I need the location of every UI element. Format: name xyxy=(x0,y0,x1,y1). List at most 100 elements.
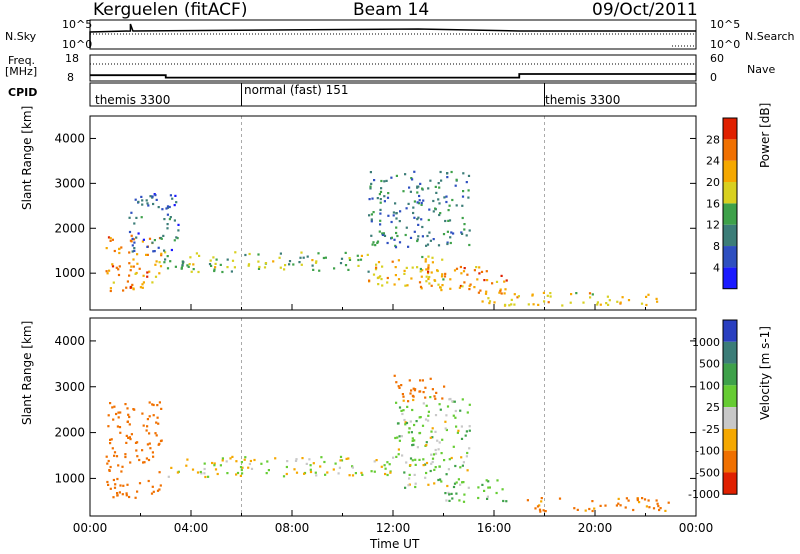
data-cell xyxy=(457,478,460,481)
data-cell xyxy=(121,493,124,496)
data-cell xyxy=(156,416,159,419)
data-cell xyxy=(351,474,355,477)
data-cell xyxy=(599,504,602,507)
data-cell xyxy=(128,415,131,419)
data-cell xyxy=(204,475,207,479)
data-cell xyxy=(323,460,326,464)
data-cell xyxy=(441,397,444,400)
data-cell xyxy=(286,460,289,463)
cpid-segment-label: normal (fast) 151 xyxy=(244,83,349,97)
data-cell xyxy=(158,401,161,404)
data-cell xyxy=(421,379,424,382)
data-cell xyxy=(379,208,382,211)
data-cell xyxy=(148,270,151,273)
x-tick-label: 16:00 xyxy=(477,521,512,535)
data-cell xyxy=(370,220,373,223)
data-cell xyxy=(542,509,545,512)
data-cell xyxy=(367,270,370,273)
data-cell xyxy=(448,458,451,461)
data-cell xyxy=(379,219,382,222)
data-cell xyxy=(300,251,303,254)
data-cell xyxy=(141,203,144,206)
data-cell xyxy=(148,401,151,404)
data-cell xyxy=(465,430,468,433)
data-cell xyxy=(146,253,149,256)
colorbar-tick-label: 25 xyxy=(706,401,720,414)
data-cell xyxy=(107,459,110,463)
data-cell xyxy=(265,472,268,475)
data-cell xyxy=(426,243,430,246)
data-cell xyxy=(462,461,465,464)
y-tick-label: 3000 xyxy=(54,176,85,190)
data-cell xyxy=(311,259,314,262)
date-title: 09/Oct/2011 xyxy=(592,0,698,20)
data-cell xyxy=(409,236,413,239)
data-cell xyxy=(168,218,171,221)
data-cell xyxy=(113,454,116,457)
data-cell xyxy=(146,245,149,248)
data-cell xyxy=(324,256,327,259)
data-cell xyxy=(166,223,169,226)
data-cell xyxy=(146,271,149,274)
data-cell xyxy=(430,430,433,433)
data-cell xyxy=(534,507,537,510)
data-cell xyxy=(295,458,298,461)
data-cell xyxy=(381,233,384,236)
data-cell xyxy=(109,402,112,405)
data-cell xyxy=(647,293,650,296)
data-cell xyxy=(107,414,110,417)
data-cell xyxy=(444,219,447,223)
data-cell xyxy=(225,460,228,463)
data-cell xyxy=(389,470,392,473)
data-cell xyxy=(380,187,383,190)
data-cell xyxy=(427,414,430,417)
data-cell xyxy=(160,237,163,240)
data-cell xyxy=(441,258,444,261)
data-cell xyxy=(608,299,611,302)
data-cell xyxy=(425,471,428,475)
data-cell xyxy=(412,398,415,402)
data-cell xyxy=(203,462,206,465)
colorbar-tick-label: 500 xyxy=(699,358,720,371)
data-cell xyxy=(405,461,408,464)
data-cell xyxy=(165,207,168,210)
data-cell xyxy=(173,219,176,222)
data-cell xyxy=(569,301,572,304)
data-cell xyxy=(369,185,372,188)
data-cell xyxy=(427,277,430,281)
colorbar-swatch xyxy=(723,450,737,473)
colorbar-tick-label: 1000 xyxy=(692,336,720,349)
data-cell xyxy=(136,455,139,458)
data-cell xyxy=(111,447,114,450)
data-cell xyxy=(468,425,471,428)
data-cell xyxy=(425,404,428,407)
data-cell xyxy=(450,170,453,174)
data-cell xyxy=(379,223,382,226)
data-cell xyxy=(462,190,465,193)
data-cell xyxy=(573,507,576,510)
data-cell xyxy=(383,200,386,203)
data-cell xyxy=(405,421,409,425)
data-cell xyxy=(505,500,508,503)
data-cell xyxy=(188,263,191,266)
data-cell xyxy=(460,456,463,459)
data-cell xyxy=(448,398,451,401)
data-cell xyxy=(495,280,499,283)
data-cell xyxy=(617,497,620,500)
data-cell xyxy=(166,267,170,270)
data-cell xyxy=(371,243,374,246)
data-cell xyxy=(434,414,438,417)
data-cell xyxy=(231,259,235,262)
data-cell xyxy=(354,472,357,475)
data-cell xyxy=(135,449,138,452)
data-cell xyxy=(151,485,154,488)
data-cell xyxy=(453,482,457,485)
data-cell xyxy=(409,392,412,395)
data-cell xyxy=(481,300,484,303)
data-cell xyxy=(427,266,430,269)
data-cell xyxy=(127,413,130,416)
data-cell xyxy=(132,258,135,261)
data-cell xyxy=(360,471,363,474)
data-cell xyxy=(428,282,431,285)
data-cell xyxy=(378,193,381,196)
